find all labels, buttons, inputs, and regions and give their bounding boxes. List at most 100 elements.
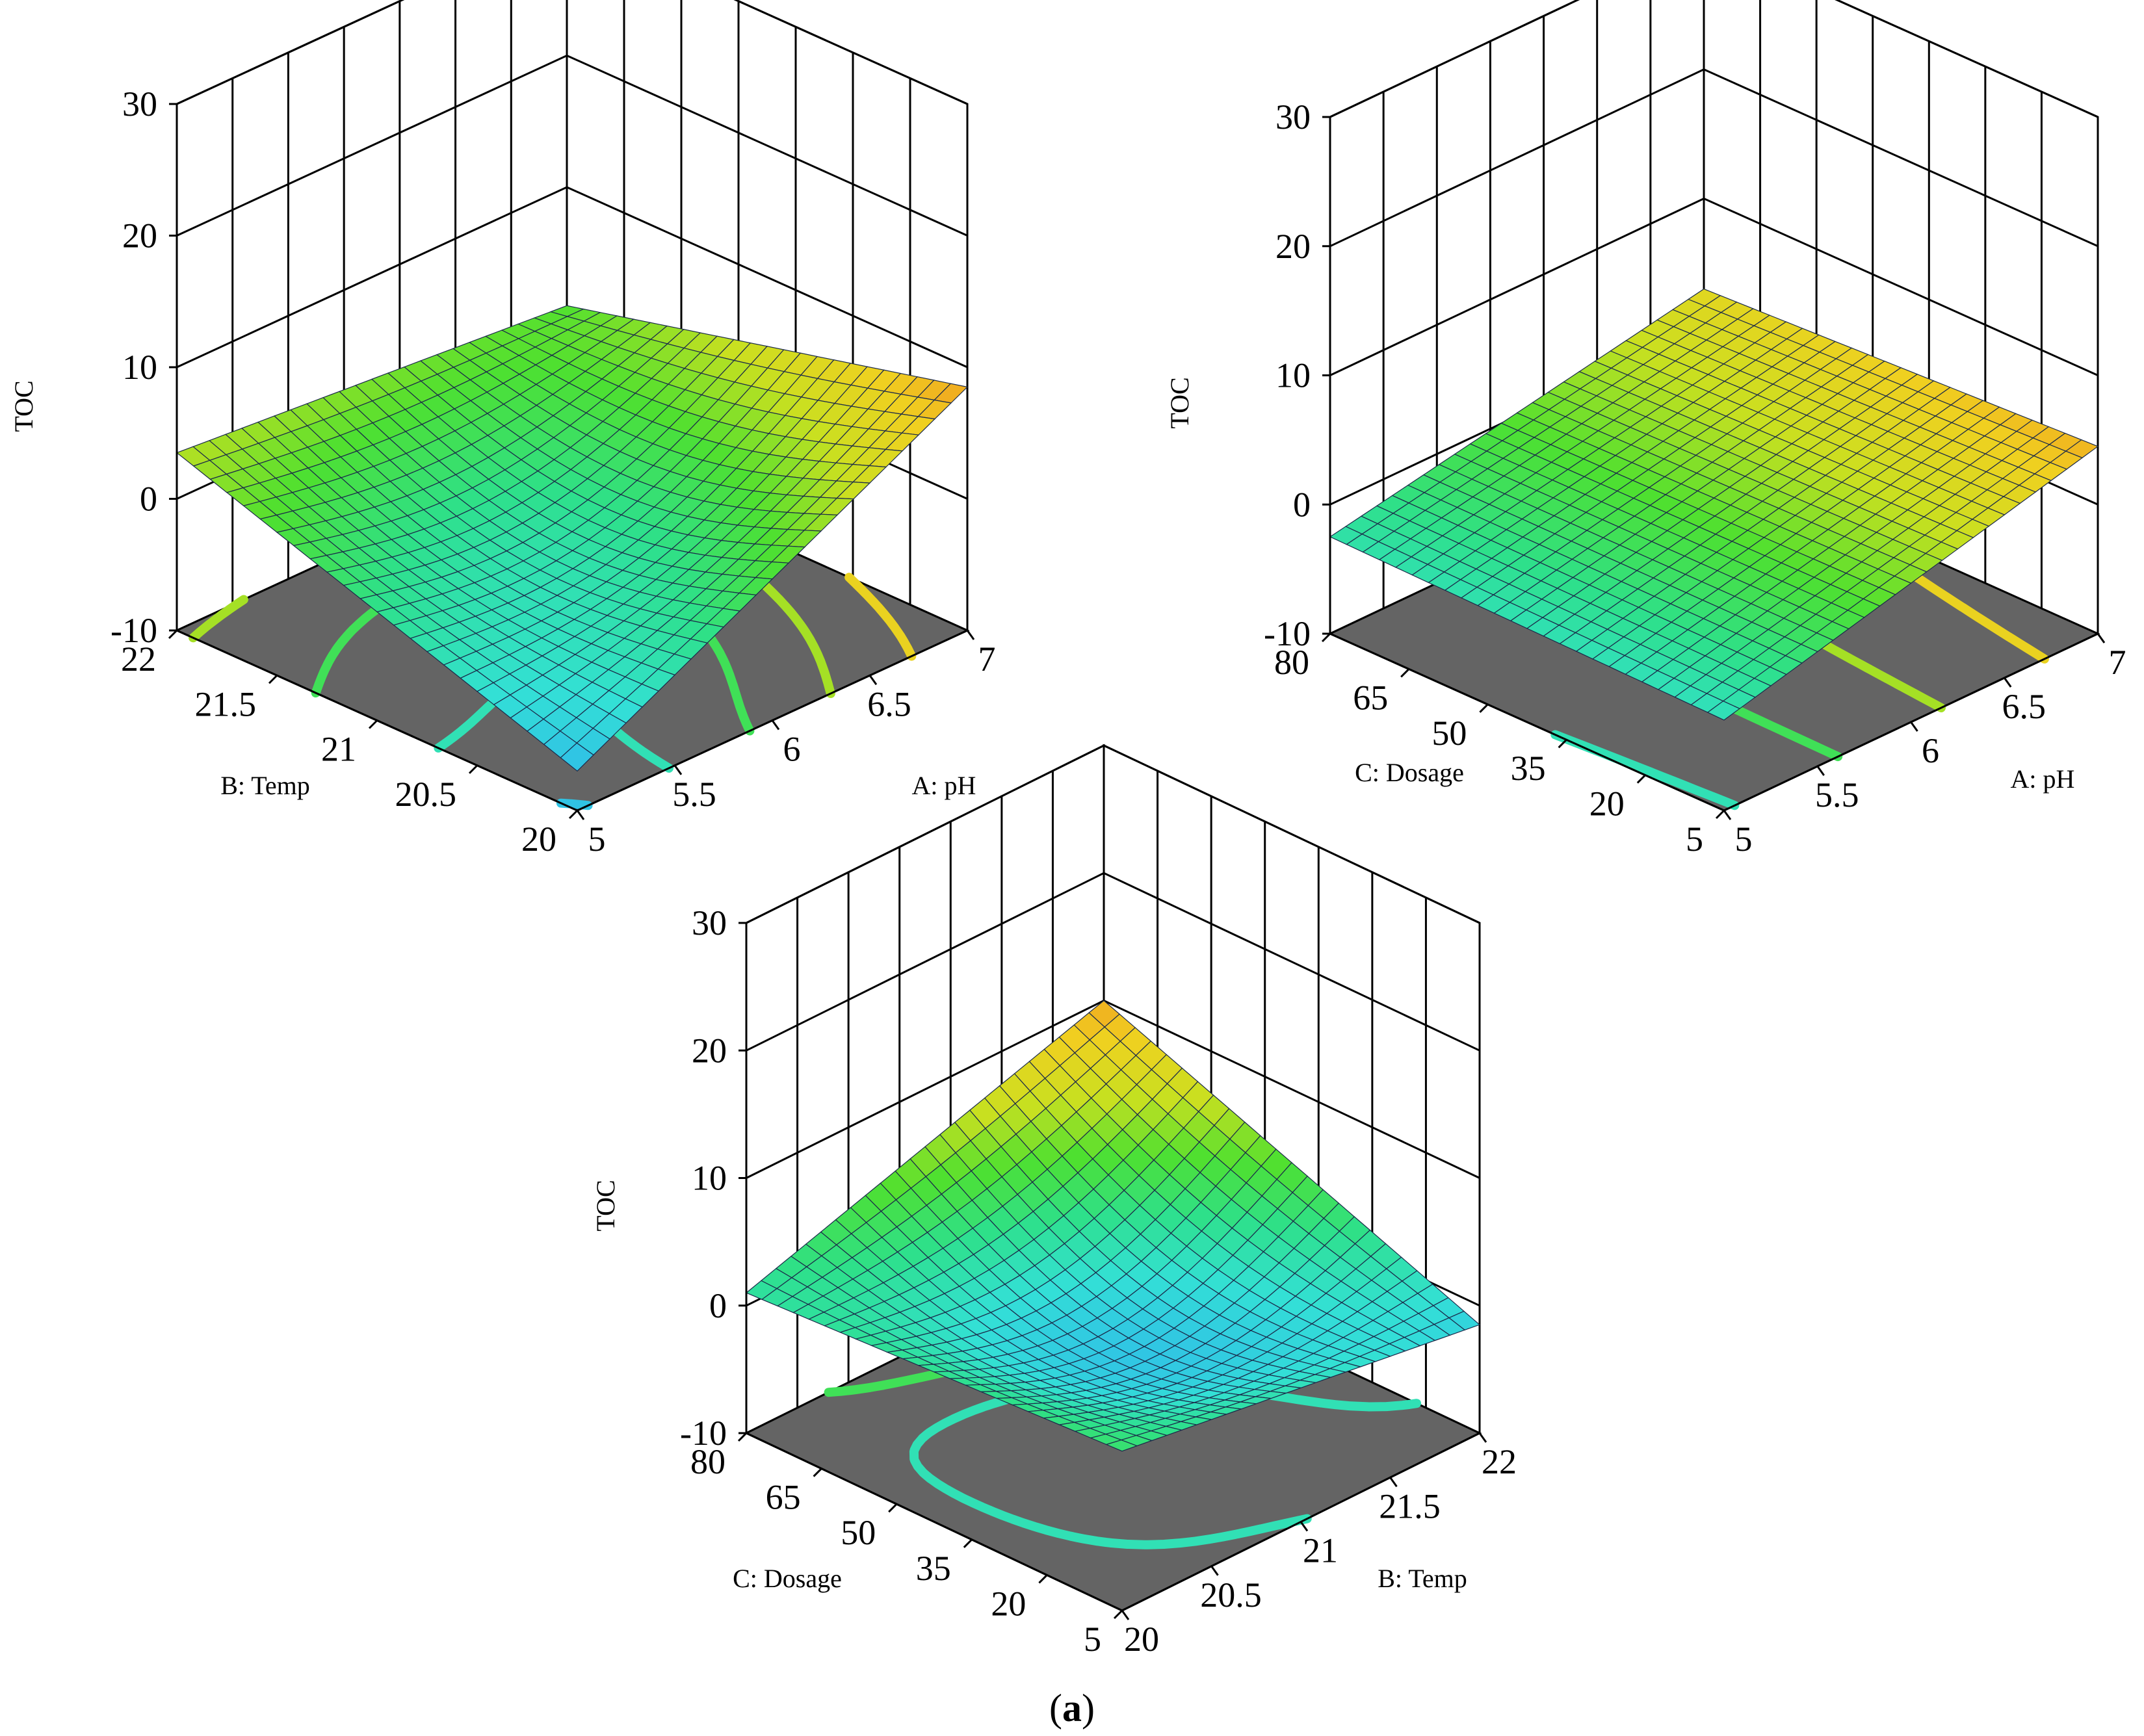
grid-line xyxy=(1329,68,2098,248)
z-tick-label: 0 xyxy=(1293,485,1311,524)
y-tick-mark xyxy=(1636,774,1646,784)
z-tick-label: 30 xyxy=(1275,97,1311,136)
response-surface xyxy=(1329,288,2099,721)
x-tick-mark xyxy=(2004,677,2012,688)
x-tick-label: 6.5 xyxy=(2002,687,2046,726)
x-tick-label: 5 xyxy=(1735,820,1753,859)
y-tick-mark xyxy=(1558,739,1567,749)
x-tick-mark xyxy=(1478,1432,1487,1443)
z-tick-label: 20 xyxy=(1275,227,1311,266)
y-tick-label: 35 xyxy=(1511,749,1546,788)
z-tick-label: 20 xyxy=(692,1031,727,1070)
y-tick-mark xyxy=(813,1468,822,1477)
y-axis-label: C: Dosage xyxy=(733,1564,842,1593)
axes: 30 20 10 0 -10 5 5.5 6 6.5 7 5 20 35 50 65 80 xyxy=(1264,97,2126,859)
y-axis-label: B: Temp xyxy=(220,771,310,800)
x-tick-label: 5.5 xyxy=(1815,775,1859,814)
grid-line xyxy=(746,744,1480,924)
y-axis xyxy=(746,1432,1123,1612)
z-tick-label: -10 xyxy=(111,611,157,650)
y-tick-mark xyxy=(888,1503,898,1513)
figure-caption: (a) xyxy=(1049,1687,1095,1730)
y-tick-label: 20 xyxy=(991,1584,1026,1623)
y-tick-label: 22 xyxy=(121,640,156,679)
y-tick-mark xyxy=(1038,1574,1048,1584)
x-tick-mark xyxy=(771,719,780,731)
z-tick-label: 0 xyxy=(709,1286,727,1325)
z-axis-label: TOC xyxy=(591,1180,620,1231)
x-tick-label: 6 xyxy=(1922,731,1939,770)
caption-letter: a xyxy=(1062,1687,1082,1730)
grid-line xyxy=(746,872,1480,1052)
y-tick-label: 21 xyxy=(321,730,356,769)
x-axis-label: A: pH xyxy=(912,771,976,800)
y-tick-label: 35 xyxy=(916,1549,951,1588)
y-tick-mark xyxy=(468,764,478,774)
y-tick-mark xyxy=(963,1538,973,1548)
y-tick-mark xyxy=(368,719,378,729)
x-tick-label: 21 xyxy=(1303,1531,1338,1570)
grid-line xyxy=(176,186,968,369)
y-tick-label: 80 xyxy=(690,1442,726,1481)
y-tick-mark xyxy=(1400,668,1410,678)
caption-open: ( xyxy=(1049,1687,1062,1730)
response-surface xyxy=(745,1000,1481,1452)
y-tick-mark xyxy=(268,675,278,684)
surface-plot-temp-dosage: 30 20 10 0 -10 20 20.5 21 21.5 22 5 20 35 50 65 80 TOC C:… xyxy=(591,744,1517,1659)
x-tick-label: 7 xyxy=(2109,643,2126,682)
grid-line xyxy=(1329,0,2098,118)
x-tick-mark xyxy=(1210,1565,1219,1576)
x-tick-label: 5 xyxy=(588,820,606,859)
grid-line xyxy=(176,0,968,105)
x-tick-label: 5.5 xyxy=(672,775,716,814)
y-tick-label: 50 xyxy=(1432,714,1467,753)
y-tick-label: 65 xyxy=(766,1478,801,1517)
x-tick-label: 22 xyxy=(1482,1442,1517,1481)
x-tick-mark xyxy=(1121,1610,1130,1620)
z-axis-label: TOC xyxy=(1165,377,1194,428)
z-tick-label: 10 xyxy=(1275,356,1311,395)
x-tick-label: 21.5 xyxy=(1379,1486,1441,1525)
y-tick-label: 65 xyxy=(1353,678,1388,717)
surface-cell xyxy=(1105,1439,1138,1452)
y-tick-label: 20 xyxy=(1589,784,1625,823)
grid-line xyxy=(1329,197,2098,376)
z-axis-label: TOC xyxy=(9,380,38,432)
y-tick-label: 5 xyxy=(1686,820,1703,859)
z-tick-label: -10 xyxy=(680,1414,727,1453)
x-tick-mark xyxy=(966,630,975,640)
x-tick-mark xyxy=(1723,810,1732,820)
y-tick-label: 20 xyxy=(521,820,556,859)
caption-close: ) xyxy=(1082,1687,1095,1730)
x-tick-mark xyxy=(2097,633,2106,643)
y-tick-label: 50 xyxy=(841,1513,876,1552)
y-tick-label: 5 xyxy=(1084,1620,1101,1659)
z-tick-label: 0 xyxy=(140,480,157,519)
x-tick-mark xyxy=(1389,1477,1398,1488)
y-tick-label: 80 xyxy=(1274,643,1309,682)
x-tick-mark xyxy=(1816,766,1825,776)
z-tick-label: 10 xyxy=(122,348,157,387)
y-tick-mark xyxy=(1113,1609,1123,1620)
contour-line xyxy=(844,573,917,661)
x-tick-label: 6.5 xyxy=(867,684,911,723)
axes: 30 20 10 0 -10 20 20.5 21 21.5 22 5 20 35 50 65 80 xyxy=(680,903,1517,1659)
axes: 30 20 10 0 -10 5 5.5 6 6.5 7 20 20.5 21 21.5 22 xyxy=(111,84,995,859)
y-tick-mark xyxy=(1715,809,1725,820)
y-axis-label: C: Dosage xyxy=(1355,758,1464,787)
x-tick-mark xyxy=(1300,1521,1309,1532)
grid-line xyxy=(176,54,968,237)
y-tick-mark xyxy=(1321,632,1331,643)
surface-cell xyxy=(560,742,594,772)
y-tick-mark xyxy=(1479,703,1489,713)
x-tick-mark xyxy=(576,810,585,820)
z-tick-label: 20 xyxy=(122,216,157,255)
y-tick-label: 20.5 xyxy=(395,775,457,814)
z-tick-label: 10 xyxy=(692,1159,727,1198)
y-axis xyxy=(1329,632,1725,812)
surface-cell xyxy=(1706,701,1741,721)
x-axis-label: A: pH xyxy=(2011,764,2075,794)
surface-plot-ph-temp: 30 20 10 0 -10 5 5.5 6 6.5 7 20 20.5 21 21.5 22 TOC B: T… xyxy=(9,0,996,859)
x-tick-mark xyxy=(1910,721,1918,732)
